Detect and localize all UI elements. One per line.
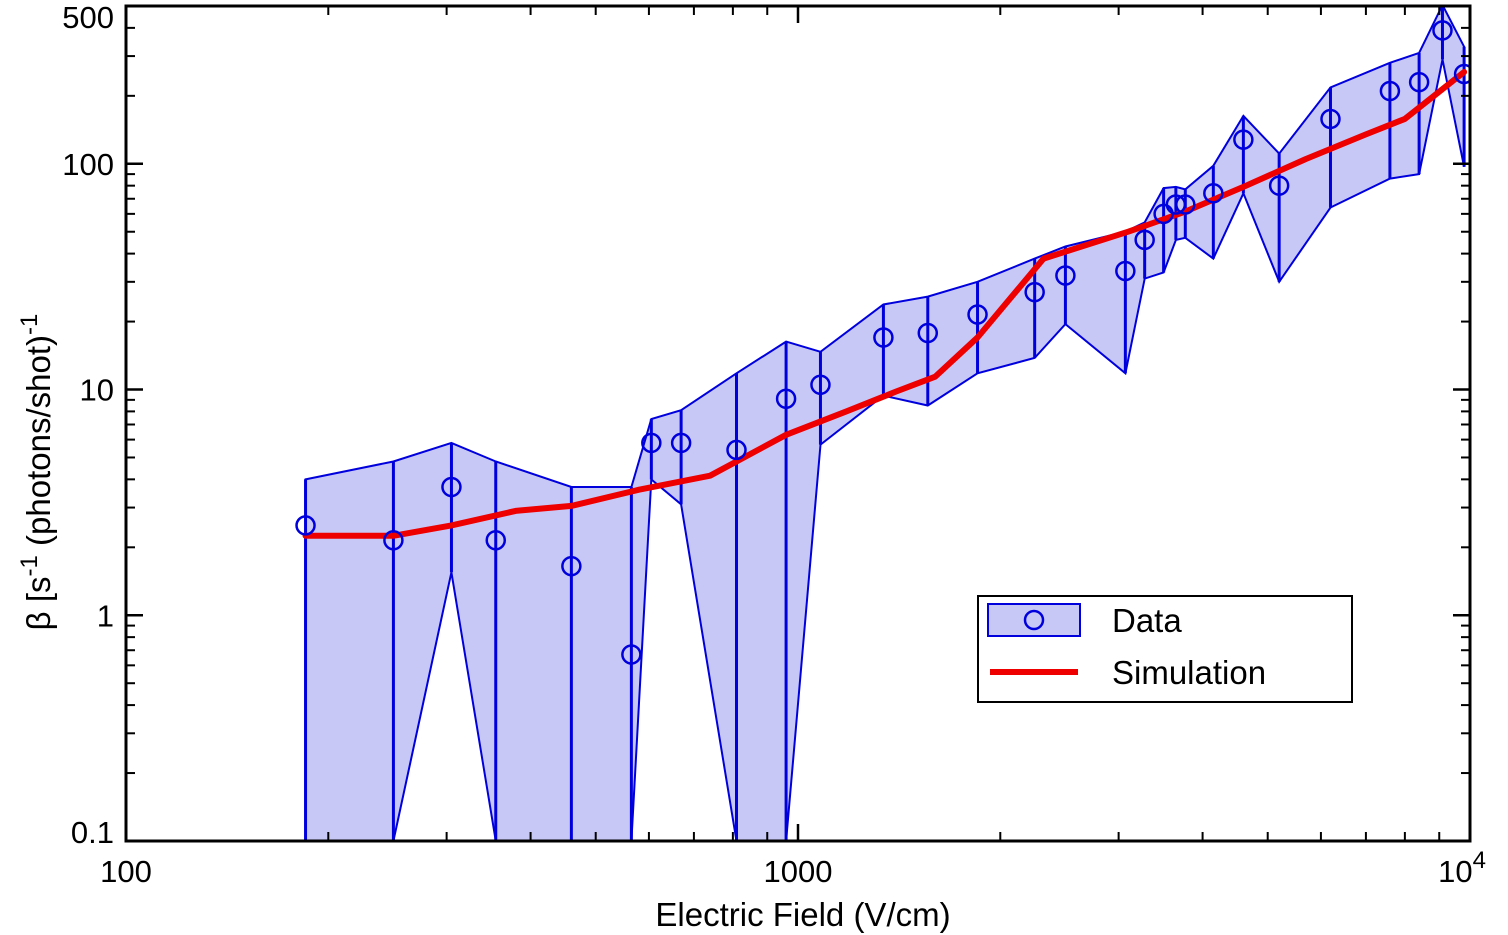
data-point — [641, 432, 662, 454]
data-point — [1379, 80, 1401, 102]
data-point — [383, 529, 404, 551]
data-point — [1203, 183, 1224, 204]
y-axis-label-prefix: β [s — [20, 576, 57, 630]
data-point — [1233, 129, 1254, 150]
simulation-line — [302, 69, 1468, 539]
legend-data-label: Data — [1112, 602, 1182, 639]
data-point — [873, 327, 894, 348]
data-point — [441, 476, 462, 498]
y-tick-label: 100 — [62, 147, 114, 182]
uncertainty-band — [304, 6, 1466, 841]
y-tick-label: 0.1 — [71, 815, 114, 850]
data-point — [1432, 20, 1453, 41]
data-point — [670, 432, 692, 454]
plot-clipped-group — [295, 6, 1470, 841]
y-axis-label-sup1: -1 — [16, 555, 43, 576]
data-point — [967, 304, 988, 325]
y-axis-label: β [s-1 (photons/shot)-1 — [16, 314, 57, 631]
x-tick-label: 104 — [1438, 847, 1486, 889]
data-point — [917, 322, 939, 344]
y-axis-label-middle: (photons/shot) — [20, 335, 57, 555]
data-point — [1115, 260, 1136, 282]
data-point — [1024, 281, 1045, 303]
legend: Data Simulation — [977, 595, 1353, 703]
y-tick-label: 500 — [62, 0, 114, 35]
data-point — [561, 555, 582, 577]
data-point — [810, 374, 831, 395]
data-point — [295, 515, 316, 536]
x-tick-label: 100 — [100, 854, 152, 889]
data-point — [1165, 194, 1187, 215]
plot-area — [295, 6, 1470, 841]
data-point — [1134, 229, 1155, 251]
data-point — [726, 439, 747, 461]
data-point — [1453, 63, 1470, 85]
y-tick-label: 10 — [80, 373, 114, 408]
data-point — [1320, 108, 1341, 130]
x-axis-label: Electric Field (V/cm) — [655, 896, 950, 933]
data-point — [1268, 175, 1290, 196]
legend-data-swatch — [987, 603, 1081, 637]
x-tick-label: 1000 — [764, 854, 833, 889]
data-point — [1408, 71, 1430, 93]
legend-data-marker — [1023, 609, 1045, 631]
data-point — [621, 644, 642, 665]
data-point — [775, 388, 797, 410]
y-axis-label-sup2: -1 — [16, 314, 43, 335]
legend-simulation-label: Simulation — [1112, 654, 1266, 691]
y-tick-label: 1 — [97, 598, 114, 633]
data-point — [1175, 194, 1196, 215]
axes: 100 1000 104 0.1 1 10 100 500 — [62, 0, 1486, 889]
data-point — [1055, 265, 1076, 286]
data-point — [485, 529, 507, 551]
